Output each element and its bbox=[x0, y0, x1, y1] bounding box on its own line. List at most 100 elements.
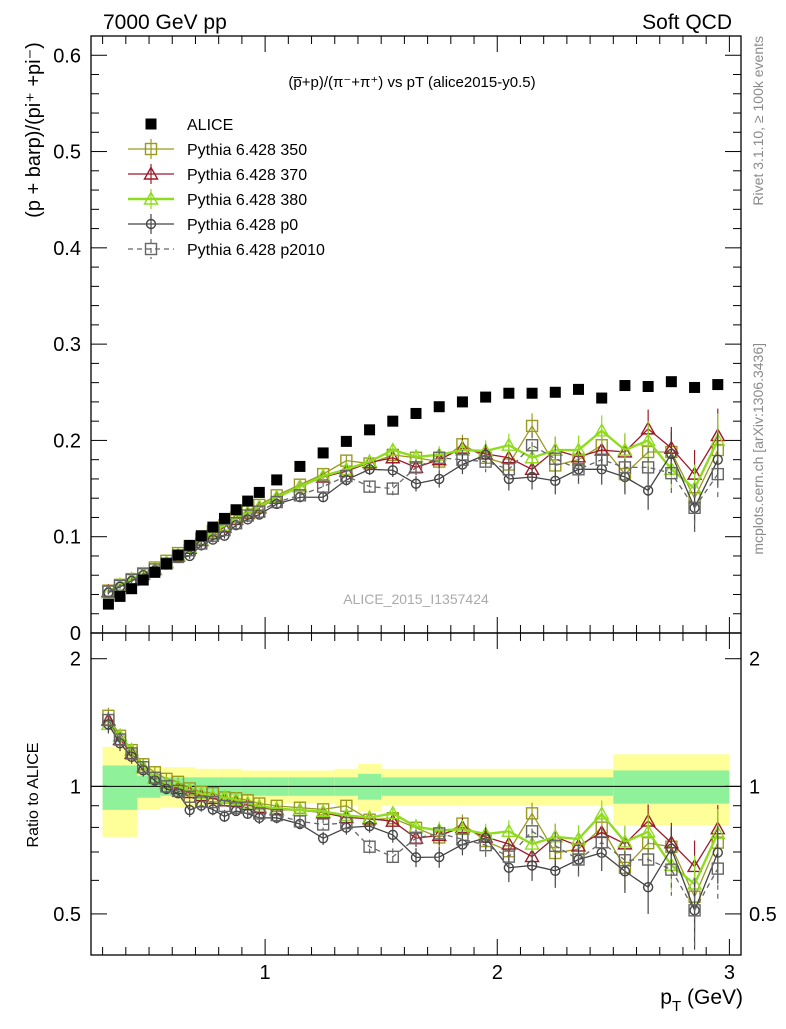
analysis-watermark: ALICE_2015_I1357424 bbox=[343, 591, 489, 607]
ratio-point bbox=[712, 847, 723, 858]
data-point-alice bbox=[294, 460, 306, 472]
ratio-point bbox=[137, 761, 150, 774]
data-point bbox=[385, 442, 401, 456]
main-panel: 0 0.1 0.2 0.3 0.4 0.5 0.6 bbox=[53, 35, 742, 645]
y-tick-label-main: 0.4 bbox=[53, 238, 81, 260]
data-point-alice bbox=[126, 583, 138, 595]
y-axis-label-main: (p + barp)/(pi⁺ +pi⁻) bbox=[23, 42, 45, 218]
data-point bbox=[618, 461, 632, 474]
ratio-point bbox=[207, 804, 219, 815]
y-tick-label-main: 0 bbox=[70, 623, 81, 645]
ratio-point bbox=[456, 833, 469, 846]
ratio-point bbox=[292, 802, 308, 816]
ratio-point bbox=[618, 854, 632, 867]
ratio-point bbox=[550, 865, 561, 876]
data-point bbox=[431, 451, 447, 466]
ratio-point bbox=[524, 836, 540, 850]
data-point bbox=[253, 505, 266, 518]
ratio-point bbox=[386, 850, 399, 864]
ratio-point bbox=[409, 832, 423, 845]
y-tick-label-main: 0.6 bbox=[53, 45, 81, 67]
data-point bbox=[409, 461, 423, 474]
data-point-alice bbox=[172, 549, 184, 561]
data-point bbox=[526, 471, 538, 483]
data-point-alice bbox=[503, 387, 515, 399]
data-point-alice bbox=[642, 380, 654, 392]
legend-label: Pythia 6.428 p0 bbox=[187, 217, 298, 234]
data-point bbox=[270, 495, 283, 509]
data-point bbox=[385, 449, 401, 464]
ratio-point bbox=[594, 806, 610, 820]
ratio-point bbox=[502, 850, 516, 863]
data-point bbox=[387, 465, 398, 476]
data-point-alice bbox=[137, 574, 149, 586]
x-tick-label: 3 bbox=[724, 962, 735, 984]
ratio-point bbox=[340, 816, 353, 830]
data-point-alice bbox=[242, 495, 254, 507]
process-label: Soft QCD bbox=[642, 11, 732, 34]
data-point-alice bbox=[102, 598, 114, 610]
data-point-alice bbox=[184, 539, 196, 551]
data-point-alice bbox=[364, 424, 376, 436]
data-point-alice bbox=[480, 391, 492, 403]
data-point bbox=[525, 439, 539, 452]
ratio-point bbox=[385, 805, 401, 820]
data-point bbox=[480, 449, 491, 461]
legend-marker bbox=[144, 242, 158, 256]
ratio-point bbox=[184, 804, 195, 816]
x-tick-label: 1 bbox=[260, 962, 271, 984]
data-point-alice bbox=[712, 379, 724, 391]
ratio-point bbox=[711, 862, 724, 875]
y-tick-label-main: 0.5 bbox=[53, 142, 81, 164]
energy-label: 7000 GeV pp bbox=[103, 11, 227, 34]
ratio-point bbox=[385, 813, 401, 827]
ratio-point bbox=[688, 904, 701, 917]
data-point bbox=[434, 473, 445, 485]
ratio-point bbox=[526, 860, 538, 871]
ratio-point bbox=[387, 829, 398, 841]
legend-marker bbox=[143, 166, 159, 180]
ratio-point bbox=[666, 843, 677, 854]
data-point-alice bbox=[114, 590, 126, 602]
data-point bbox=[550, 475, 561, 487]
ratio-point bbox=[102, 713, 115, 727]
ratio-point bbox=[103, 719, 114, 730]
y-tick-label-ratio: 1 bbox=[70, 776, 81, 798]
data-point-alice bbox=[230, 504, 242, 516]
ratio-point bbox=[317, 833, 329, 844]
ratio-frame bbox=[90, 632, 742, 956]
ratio-point bbox=[125, 747, 138, 760]
data-point bbox=[502, 463, 516, 476]
ratio-point bbox=[433, 827, 446, 840]
data-point-alice bbox=[433, 401, 445, 413]
y-tick-label-main: 0.2 bbox=[53, 430, 81, 452]
data-point bbox=[549, 452, 562, 465]
data-point bbox=[711, 467, 724, 481]
data-point bbox=[340, 469, 353, 483]
legend-marker bbox=[144, 142, 158, 156]
data-point bbox=[524, 449, 540, 464]
data-point-alice bbox=[149, 566, 161, 578]
y-tick-label-main: 0.3 bbox=[53, 334, 81, 356]
ratio-series-line bbox=[107, 719, 719, 912]
ratio-point bbox=[619, 866, 631, 877]
data-point bbox=[525, 419, 539, 433]
plot-title: (p̅+p)/(π⁻+π⁺) vs pT (alice2015-y0.5) bbox=[288, 74, 535, 91]
ratio-point bbox=[595, 836, 608, 849]
data-point bbox=[572, 463, 585, 476]
data-point-alice bbox=[271, 474, 283, 486]
data-point bbox=[229, 517, 243, 530]
ratio-point bbox=[480, 832, 491, 844]
series-line bbox=[108, 452, 719, 594]
data-point bbox=[712, 454, 723, 465]
ratio-point bbox=[363, 840, 376, 853]
legend-label: Pythia 6.428 350 bbox=[187, 142, 307, 159]
data-point bbox=[501, 437, 517, 451]
legend-marker bbox=[143, 191, 159, 205]
data-point bbox=[665, 466, 678, 480]
data-point-alice bbox=[549, 386, 561, 398]
y-tick-label-ratio-right: 2 bbox=[749, 649, 760, 671]
data-point-alice bbox=[195, 530, 207, 542]
ratio-point bbox=[572, 853, 585, 866]
data-point bbox=[479, 455, 492, 468]
